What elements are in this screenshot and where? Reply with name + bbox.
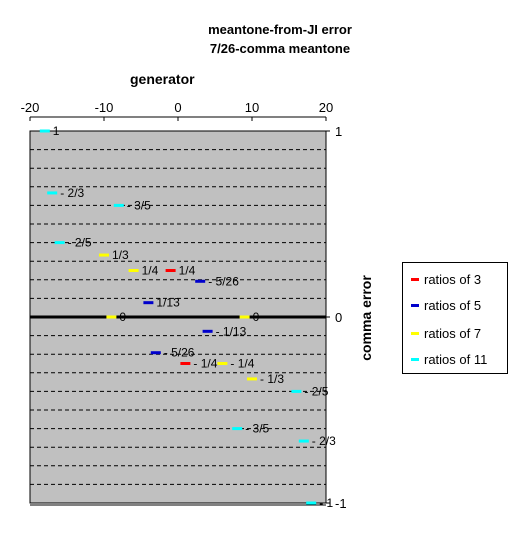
- x-tick-label: 20: [319, 100, 333, 115]
- data-label: - 1/3: [260, 372, 284, 386]
- data-label: 0: [119, 310, 126, 324]
- x-tick-label: 10: [245, 100, 259, 115]
- data-label: - 2/3: [60, 186, 84, 200]
- data-label: 1: [53, 124, 60, 138]
- legend-item-ratios-of-7: ratios of 7: [411, 323, 481, 343]
- x-tick-label: -20: [21, 100, 40, 115]
- chart-title: meantone-from-JI error: [208, 22, 352, 37]
- y-tick-label: -1: [335, 496, 347, 511]
- data-label: - 3/5: [127, 198, 151, 212]
- gridlines: [30, 149, 326, 485]
- data-label: - 1/4: [230, 357, 254, 371]
- legend: ratios of 3 ratios of 5 ratios of 7 rati…: [402, 262, 508, 374]
- legend-label: ratios of 11: [424, 351, 488, 367]
- y-axis-title: comma error: [358, 275, 374, 361]
- legend-label: ratios of 3: [424, 271, 482, 287]
- legend-label: ratios of 7: [424, 325, 482, 341]
- data-label: 1/4: [142, 264, 159, 278]
- data-label: - 1/4: [193, 357, 217, 371]
- x-tick-label: -10: [95, 100, 114, 115]
- data-label: 1/3: [112, 248, 129, 262]
- data-label: - 1/13: [216, 324, 247, 338]
- legend-label: ratios of 5: [424, 297, 482, 313]
- legend-item-ratios-of-3: ratios of 3: [411, 269, 481, 289]
- legend-swatch: [411, 303, 419, 307]
- legend-swatch: [411, 357, 419, 361]
- y-axis-ticks: 1 0 -1: [326, 124, 347, 511]
- data-label: 1/13: [156, 296, 180, 310]
- data-label: - 2/3: [312, 434, 336, 448]
- legend-item-ratios-of-5: ratios of 5: [411, 295, 481, 315]
- data-label: 0: [253, 310, 260, 324]
- data-label: - 2/5: [304, 384, 328, 398]
- data-marks: [39, 129, 317, 505]
- chart-subtitle: 7/26-comma meantone: [209, 41, 351, 56]
- data-label: - 5/26: [164, 346, 195, 360]
- y-tick-label: 0: [335, 310, 342, 325]
- y-tick-label: 1: [335, 124, 342, 139]
- data-label: - 3/5: [245, 422, 269, 436]
- x-tick-label: 0: [174, 100, 181, 115]
- legend-item-ratios-of-11: ratios of 11: [411, 349, 487, 369]
- data-labels: 1/4- 1/4- 5/261/13- 1/13- 5/261/31/40 0- …: [53, 124, 336, 510]
- data-label: - 5/26: [208, 274, 239, 288]
- data-label: - 1: [319, 496, 333, 510]
- x-axis-ticks: -20 -10 0 10 20: [21, 100, 333, 121]
- legend-swatch: [411, 277, 419, 281]
- x-axis-title: generator: [130, 71, 195, 87]
- data-label: 1/4: [179, 264, 196, 278]
- legend-swatch: [411, 331, 419, 335]
- data-label: - 2/5: [68, 236, 92, 250]
